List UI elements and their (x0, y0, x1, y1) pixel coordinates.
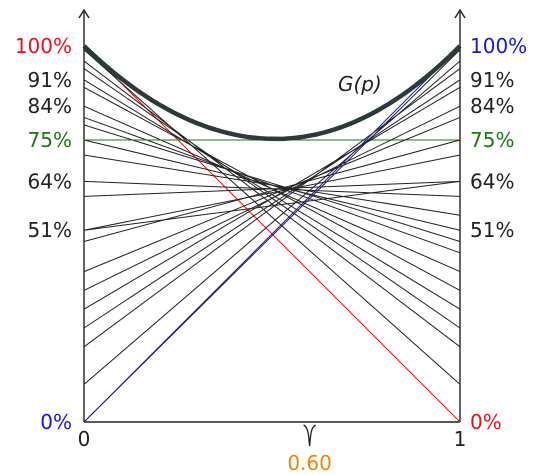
left-label-1: 91% (28, 68, 72, 92)
right-axis-arrow-icon (454, 8, 466, 19)
tangent-line-20 (83, 79, 461, 329)
right-label-6: 0% (470, 410, 502, 434)
tangent-line-10 (83, 154, 461, 216)
tangent-line-24 (83, 45, 461, 423)
left-label-0: 100% (15, 34, 72, 58)
right-label-2: 84% (470, 94, 514, 118)
left-label-3: 75% (28, 128, 72, 152)
left-axis-arrow-icon (78, 8, 90, 19)
right-label-3: 75% (470, 128, 514, 152)
right-label-0: 100% (470, 34, 527, 58)
marker-brace-icon (303, 424, 316, 447)
right-percent-labels: 100% 91%84% 75% 64% 51% 0% (470, 34, 527, 434)
tangent-line-13 (83, 180, 461, 231)
right-label-4: 64% (470, 169, 514, 193)
left-label-5: 51% (28, 218, 72, 242)
tangent-line-19 (83, 86, 461, 310)
right-label-1: 91% (470, 68, 514, 92)
tangent-line-15 (83, 154, 461, 231)
envelope-curve (82, 44, 462, 142)
right-label-5: 51% (470, 218, 514, 242)
curve-label: G(p) (338, 72, 382, 96)
left-percent-labels: 100% 91%84% 75% 64% 51% 0% (15, 34, 72, 434)
tangent-lines (83, 45, 461, 423)
tangent-line-12 (83, 180, 461, 197)
left-label-4: 64% (28, 169, 72, 193)
marker-label: 0.60 (287, 451, 332, 475)
tangent-line-16 (83, 139, 461, 243)
left-label-2: 84% (28, 94, 72, 118)
tangent-line-1 (83, 49, 461, 385)
tangent-line-8 (83, 124, 461, 242)
x-tick-end: 1 (454, 427, 467, 451)
tangent-line-17 (83, 116, 461, 273)
tangent-line-22 (83, 60, 461, 385)
x-tick-start: 0 (78, 427, 91, 451)
tangent-line-21 (83, 68, 461, 348)
left-label-6: 0% (40, 410, 72, 434)
